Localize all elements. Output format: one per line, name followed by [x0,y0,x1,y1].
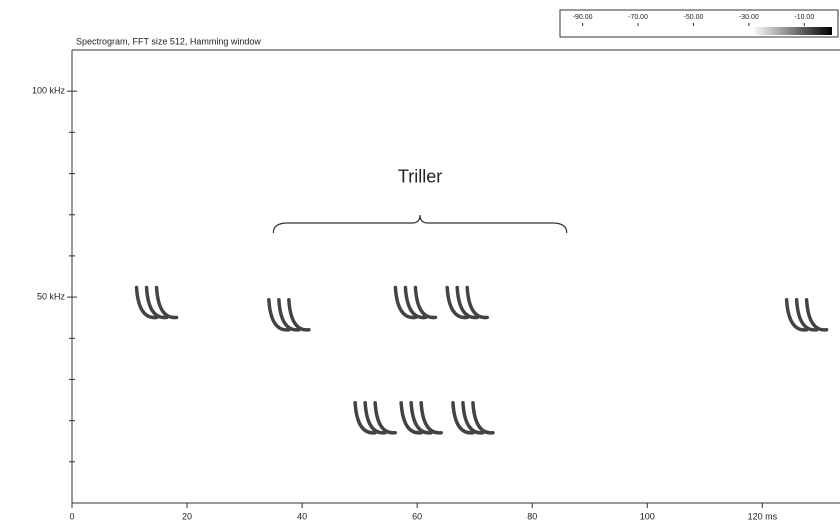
x-tick-label: 80 [527,511,537,521]
x-tick-label: 120 ms [748,511,778,521]
x-tick-label: 20 [182,511,192,521]
syllable [269,300,309,330]
colorbar-label: -90.00 [573,14,593,21]
chart: Spectrogram, FFT size 512, Hamming windo… [0,0,840,527]
y-tick-label: 100 kHz [32,86,66,96]
x-tick-label: 0 [69,511,74,521]
syllable [447,287,487,317]
colorbar-label: -30.00 [739,14,759,21]
colorbar-label: -50.00 [684,14,704,21]
x-tick-label: 60 [412,511,422,521]
colorbar-label: -10.00 [794,14,814,21]
colorbar [566,27,832,35]
colorbar-label: -70.00 [628,14,648,21]
x-tick-label: 100 [640,511,655,521]
chart-title: Spectrogram, FFT size 512, Hamming windo… [76,36,261,46]
syllable [401,403,441,433]
syllable [395,287,435,317]
syllable [355,403,395,433]
syllable [453,403,493,433]
y-tick-label: 50 kHz [37,291,66,301]
annotation: Triller [398,167,442,187]
syllable [787,300,827,330]
x-tick-label: 40 [297,511,307,521]
syllable [137,287,177,317]
annotation-brace [273,215,566,233]
